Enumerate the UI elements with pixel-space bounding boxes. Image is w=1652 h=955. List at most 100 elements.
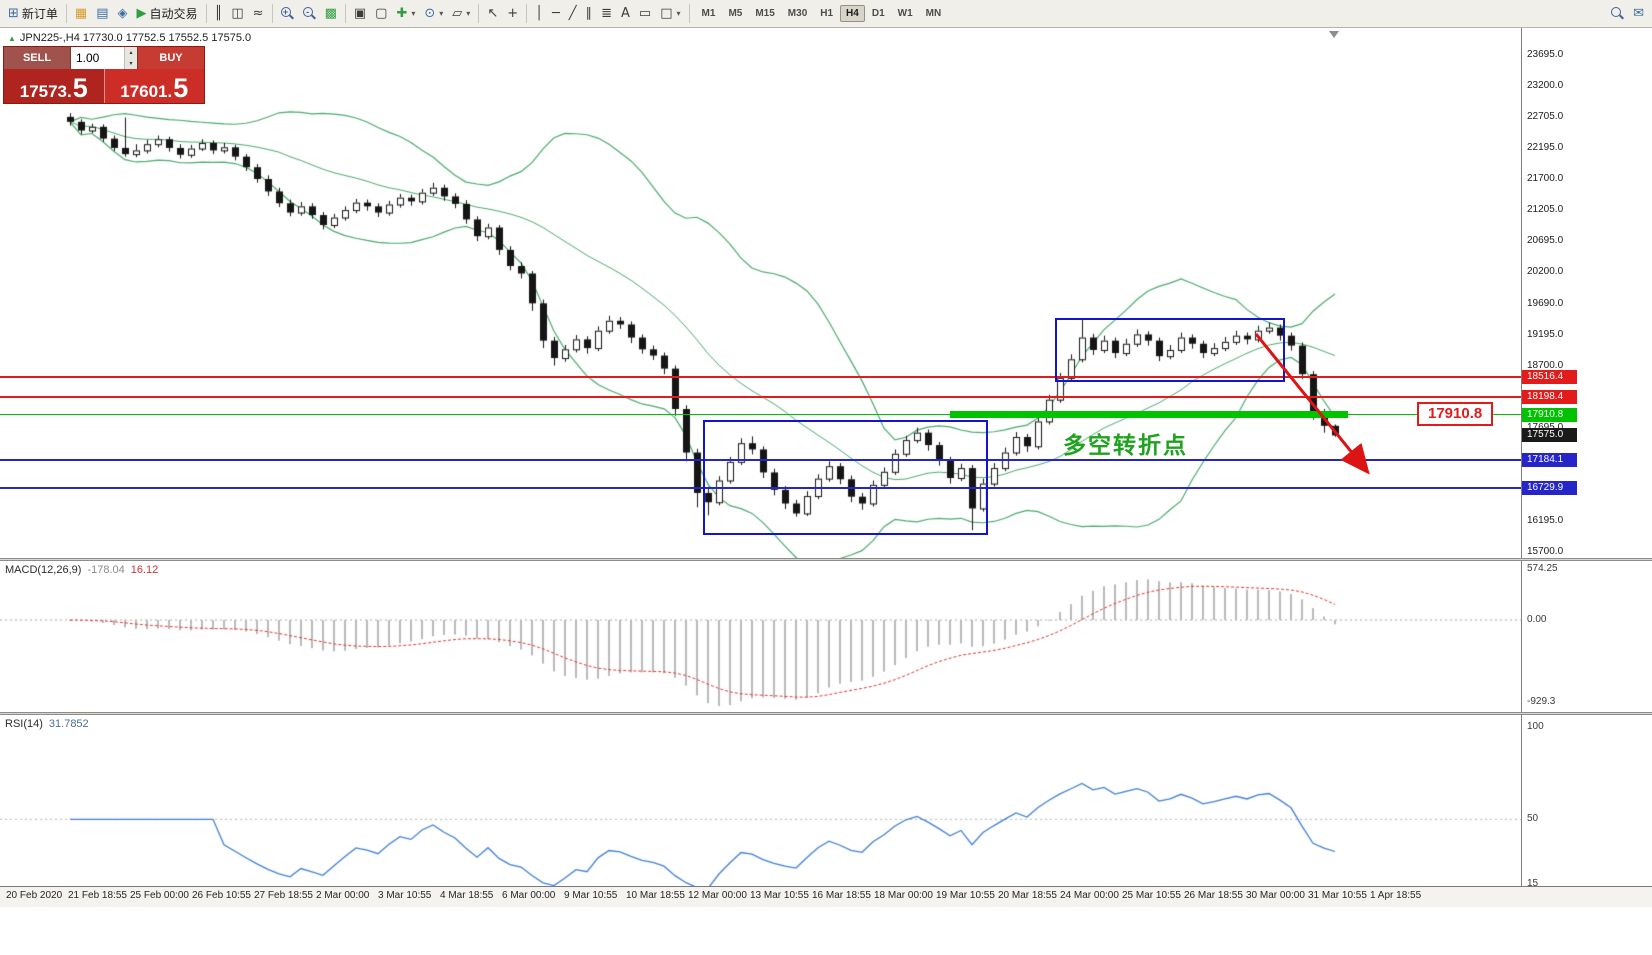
line-chart-button[interactable]: ≈: [249, 3, 268, 25]
chat-button[interactable]: ✉: [1629, 3, 1648, 25]
horizontal-line-button[interactable]: ─: [548, 3, 564, 25]
pane-separator[interactable]: [0, 712, 1652, 715]
bar-chart-button[interactable]: ║: [211, 3, 227, 25]
price-scale[interactable]: 23695.0 23200.0 22705.0 22195.0 21700.0 21205…: [1521, 28, 1652, 889]
horizontal-line-object[interactable]: [0, 414, 1521, 416]
macd-label-row: MACD(12,26,9) -178.04 16.12: [5, 564, 158, 576]
buy-button[interactable]: BUY: [137, 47, 204, 69]
templates-button[interactable]: ▱ ▾: [448, 3, 474, 25]
grid-icon: ▩: [324, 6, 337, 21]
horizontal-line-object[interactable]: [0, 486, 1521, 489]
timeframe-m30-button[interactable]: M30: [782, 5, 813, 22]
zoom-out-button[interactable]: -: [299, 3, 320, 25]
market-watch-icon: ▦: [74, 6, 88, 21]
indicators-button[interactable]: ✚ ▾: [392, 3, 419, 25]
time-axis-label: 2 Mar 00:00: [316, 890, 370, 901]
chevron-down-icon: ▾: [411, 9, 416, 18]
price-callout[interactable]: 17910.8: [1417, 402, 1494, 426]
autotrading-button[interactable]: ▶ 自动交易: [133, 3, 202, 25]
navigator-button[interactable]: ◈: [114, 3, 132, 25]
vertical-line-button[interactable]: │: [531, 3, 547, 25]
rectangle-object[interactable]: [703, 420, 988, 535]
crosshair-button[interactable]: +: [503, 3, 522, 25]
trendline-button[interactable]: ╱: [565, 3, 581, 25]
timeframe-h1-button[interactable]: H1: [814, 5, 839, 22]
macd-name: MACD(12,26,9): [5, 564, 82, 576]
timeframe-d1-button[interactable]: D1: [866, 5, 891, 22]
sell-price-display[interactable]: 17573. 5: [4, 69, 104, 103]
data-window-button[interactable]: ▤: [92, 3, 112, 25]
price-tag: 17184.1: [1522, 452, 1577, 467]
rectangle-object[interactable]: [1055, 318, 1285, 382]
toolbar: ⊞ 新订单 ▦ ▤ ◈ ▶ 自动交易 ║ ◫ ≈ + - ▩ ▣ ▢ ✚ ▾ ⊙…: [0, 0, 1652, 28]
price-scale-tick: 22195.0: [1527, 142, 1564, 154]
horizontal-line-object[interactable]: [0, 375, 1521, 378]
price-scale-tick: 16195.0: [1527, 515, 1564, 527]
price-scale-tick: 23200.0: [1527, 79, 1564, 91]
main-chart-pane: ▲ JPN225-,H4 17730.0 17752.5 17552.5 175…: [0, 28, 1521, 558]
fibonacci-button[interactable]: ≣: [597, 3, 616, 25]
zoom-in-button[interactable]: +: [277, 3, 298, 25]
rsi-label-row: RSI(14) 31.7852: [5, 718, 89, 730]
buy-price-display[interactable]: 17601. 5: [103, 69, 204, 103]
text-tool-button[interactable]: A: [617, 3, 634, 25]
toolbar-separator: [205, 4, 207, 23]
text-label-icon: ▭: [638, 6, 652, 21]
timeframe-m15-button[interactable]: M15: [749, 5, 780, 22]
timeframe-w1-button[interactable]: W1: [892, 5, 919, 22]
pane-separator[interactable]: [0, 558, 1652, 561]
search-button[interactable]: [1607, 3, 1628, 25]
timeframe-mn-button[interactable]: MN: [920, 5, 948, 22]
tile-windows-button[interactable]: ▣: [350, 3, 370, 25]
market-watch-button[interactable]: ▦: [71, 3, 91, 25]
timeframe-m1-button[interactable]: M1: [696, 5, 722, 22]
time-axis-label: 20 Feb 2020: [6, 890, 63, 901]
symbol-header: ▲ JPN225-,H4 17730.0 17752.5 17552.5 175…: [8, 32, 251, 44]
time-axis-label: 25 Mar 10:55: [1122, 890, 1181, 901]
horizontal-line-object[interactable]: [0, 458, 1521, 461]
toolbar-separator: [65, 4, 67, 23]
cascade-windows-button[interactable]: ▢: [371, 3, 391, 25]
candlestick-chart-button[interactable]: ◫: [227, 3, 247, 25]
new-order-button[interactable]: ⊞ 新订单: [4, 3, 62, 25]
indicator-scale-label: -929.3: [1527, 696, 1556, 707]
indicator-scale-label: 574.25: [1527, 563, 1558, 574]
support-line-thick-segment[interactable]: [950, 411, 1348, 419]
volume-decrease-button[interactable]: ▾: [125, 58, 137, 69]
shapes-button[interactable]: □ ▾: [656, 3, 684, 25]
macd-canvas[interactable]: [0, 561, 1521, 712]
volume-input-group: ▴ ▾: [71, 47, 137, 69]
volume-increase-button[interactable]: ▴: [125, 47, 137, 58]
channel-button[interactable]: ∥: [582, 3, 597, 25]
chevron-down-icon: ▾: [466, 9, 471, 18]
indicators-add-icon: ✚: [396, 6, 408, 21]
chart-shift-marker[interactable]: [1329, 31, 1339, 38]
volume-input[interactable]: [71, 47, 124, 69]
trade-panel-prices: 17573. 5 17601. 5: [4, 69, 204, 103]
sell-price-int: 17573.: [19, 82, 72, 101]
sell-button[interactable]: SELL: [4, 47, 71, 69]
buy-price-frac: 5: [173, 73, 189, 103]
one-click-trading-panel: SELL ▴ ▾ BUY 17573.5 17601.5: [3, 46, 205, 104]
time-axis-label: 12 Mar 00:00: [688, 890, 747, 901]
grid-button[interactable]: ▩: [321, 3, 341, 25]
timeframe-h4-button[interactable]: H4: [840, 5, 865, 22]
time-axis-label: 31 Mar 10:55: [1308, 890, 1367, 901]
text-label-button[interactable]: ▭: [635, 3, 655, 25]
horizontal-line-object[interactable]: [0, 395, 1521, 398]
time-axis-label: 27 Feb 18:55: [254, 890, 313, 901]
time-axis[interactable]: 20 Feb 2020 21 Feb 18:55 25 Feb 00:00 26 Fe…: [0, 886, 1652, 907]
rsi-canvas[interactable]: [0, 715, 1521, 886]
fibonacci-icon: ≣: [601, 6, 613, 21]
price-scale-tick: 20695.0: [1527, 235, 1564, 247]
autotrading-icon: ▶: [136, 6, 147, 21]
price-scale-tick: 17695.0: [1527, 422, 1563, 433]
timeframe-m5-button[interactable]: M5: [722, 5, 748, 22]
periods-button[interactable]: ⊙ ▾: [420, 3, 447, 25]
turning-point-label[interactable]: 多空转折点: [1063, 426, 1188, 460]
time-axis-label: 1 Apr 18:55: [1370, 890, 1422, 901]
cursor-button[interactable]: ↖: [483, 3, 502, 25]
time-axis-label: 13 Mar 10:55: [750, 890, 809, 901]
time-axis-label: 26 Mar 18:55: [1184, 890, 1243, 901]
indicator-scale-label: 50: [1527, 813, 1539, 825]
